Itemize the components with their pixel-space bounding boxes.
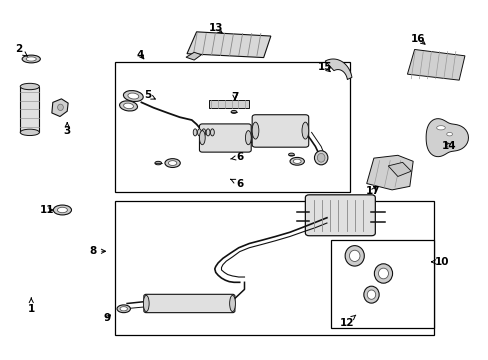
Ellipse shape (123, 103, 133, 109)
Ellipse shape (378, 268, 387, 279)
Ellipse shape (366, 290, 375, 299)
Ellipse shape (374, 264, 392, 283)
Ellipse shape (229, 295, 235, 312)
Ellipse shape (446, 132, 451, 136)
Ellipse shape (193, 129, 197, 136)
Text: 17: 17 (365, 186, 380, 196)
Bar (115, 201, 433, 335)
Ellipse shape (436, 126, 445, 130)
Ellipse shape (53, 205, 71, 215)
Ellipse shape (317, 153, 325, 162)
Ellipse shape (231, 111, 236, 113)
Text: 6: 6 (230, 179, 243, 189)
Ellipse shape (120, 307, 127, 311)
Ellipse shape (20, 83, 40, 90)
Ellipse shape (199, 131, 205, 145)
Ellipse shape (349, 250, 359, 261)
Ellipse shape (123, 91, 143, 102)
Text: 1: 1 (27, 298, 35, 314)
Text: 7: 7 (231, 92, 238, 102)
Ellipse shape (314, 151, 327, 165)
FancyBboxPatch shape (305, 195, 375, 236)
Text: 11: 11 (40, 205, 54, 215)
Ellipse shape (143, 295, 149, 312)
Polygon shape (366, 155, 412, 190)
Ellipse shape (168, 161, 177, 166)
Text: 4: 4 (137, 50, 144, 60)
Ellipse shape (288, 153, 294, 156)
Ellipse shape (57, 207, 67, 213)
Ellipse shape (210, 129, 214, 136)
Polygon shape (52, 99, 68, 117)
FancyBboxPatch shape (252, 115, 308, 147)
Ellipse shape (155, 161, 161, 165)
Ellipse shape (302, 122, 308, 139)
Polygon shape (387, 162, 410, 176)
FancyBboxPatch shape (143, 294, 234, 312)
Text: 15: 15 (317, 62, 331, 72)
Ellipse shape (164, 159, 180, 167)
Ellipse shape (20, 129, 40, 136)
FancyBboxPatch shape (199, 124, 251, 152)
Text: 9: 9 (103, 313, 110, 323)
Text: 12: 12 (339, 315, 355, 328)
Polygon shape (407, 49, 464, 80)
Ellipse shape (252, 122, 258, 139)
Ellipse shape (289, 157, 304, 165)
Text: 16: 16 (410, 34, 425, 44)
Polygon shape (425, 119, 468, 157)
Ellipse shape (26, 57, 36, 61)
Polygon shape (325, 59, 351, 80)
Bar (330, 240, 433, 328)
Ellipse shape (128, 93, 139, 99)
Polygon shape (185, 52, 201, 60)
Ellipse shape (22, 55, 41, 63)
Text: 10: 10 (430, 257, 449, 267)
Ellipse shape (345, 246, 364, 266)
Ellipse shape (363, 286, 378, 303)
Text: 2: 2 (15, 45, 27, 56)
Ellipse shape (206, 129, 209, 136)
Ellipse shape (120, 101, 137, 111)
Text: 5: 5 (144, 90, 155, 100)
Ellipse shape (202, 129, 205, 136)
Polygon shape (186, 32, 270, 58)
Bar (208, 100, 249, 108)
Text: 14: 14 (441, 141, 456, 152)
Ellipse shape (197, 129, 201, 136)
Ellipse shape (293, 159, 301, 163)
Text: 8: 8 (89, 246, 105, 256)
Text: 6: 6 (230, 152, 243, 162)
Text: 13: 13 (208, 23, 223, 33)
Bar (115, 62, 349, 192)
Bar (20, 86, 40, 132)
Ellipse shape (58, 104, 63, 111)
Ellipse shape (245, 131, 251, 145)
Text: 3: 3 (63, 123, 71, 136)
Ellipse shape (117, 305, 130, 312)
